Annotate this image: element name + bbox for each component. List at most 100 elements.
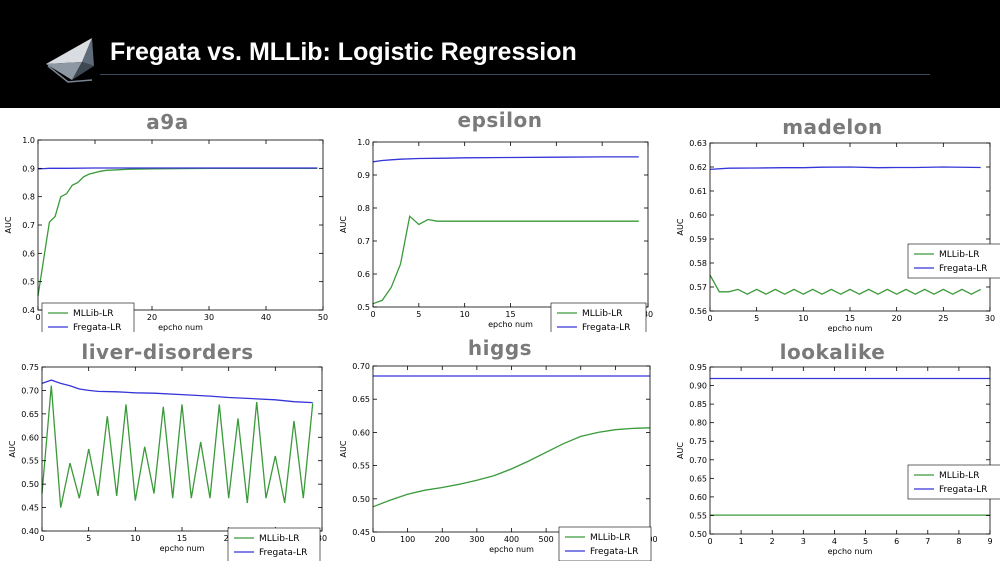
- y-tick-label: 0.50: [352, 495, 370, 504]
- y-tick-label: 0.59: [689, 235, 707, 244]
- x-tick-label: 9: [987, 537, 992, 546]
- legend-box: [558, 526, 652, 561]
- x-tick-label: 0: [370, 535, 375, 544]
- x-tick-label: 6: [894, 537, 899, 546]
- series-line-mllib-lr: [41, 385, 314, 508]
- chart-higgs: 01002003004005006007008000.450.500.550.6…: [339, 362, 658, 561]
- y-tick-label: 0.55: [352, 462, 370, 471]
- x-axis-label: epcho num: [488, 320, 533, 329]
- x-tick-label: 2: [770, 537, 775, 546]
- x-tick-label: 5: [86, 534, 91, 543]
- chart-panel-higgs: higgs 01002003004005006007008000.450.500…: [335, 336, 665, 561]
- plot-frame: [372, 141, 649, 308]
- x-axis-label: epcho num: [828, 324, 873, 332]
- y-tick-label: 0.5: [22, 278, 35, 287]
- x-tick-label: 30: [985, 314, 995, 323]
- x-tick-label: 100: [400, 535, 415, 544]
- y-tick-label: 0.40: [21, 527, 39, 536]
- x-tick-label: 4: [832, 537, 837, 546]
- y-axis-label: AUC: [4, 216, 13, 233]
- chart-panel-lookalike: lookalike 0 1 2 3 4 5 6 7 8 9 0.50 0.55 0.60 0.65 0.70…: [665, 336, 1000, 561]
- x-tick-label: 0: [35, 313, 40, 322]
- series-line-mllib-lr: [709, 274, 981, 295]
- y-tick-label: 0.60: [352, 428, 370, 437]
- y-axis-label: AUC: [339, 216, 348, 233]
- x-axis-label: epcho num: [160, 544, 205, 553]
- x-tick-label: 0: [39, 534, 44, 543]
- x-tick-label: 300: [469, 535, 484, 544]
- chart-madelon: 0 5 10 15 20 25 30 0.56 0.57 0.58 0.59 0.60 0.61 0.62…: [676, 139, 1000, 332]
- x-axis-label: epcho num: [489, 545, 534, 554]
- x-tick-label: 0: [370, 310, 375, 319]
- chart-title: liver-disorders: [81, 340, 254, 364]
- x-tick-label: 30: [643, 310, 653, 319]
- x-tick-label: 500: [538, 535, 553, 544]
- x-tick-label: 10: [130, 534, 140, 543]
- chart-title: a9a: [146, 110, 189, 134]
- legend-label: MLLib-LR: [939, 250, 980, 260]
- series-line-mllib-lr: [37, 167, 318, 296]
- x-tick-label: 8: [956, 537, 961, 546]
- y-tick-label: 0.56: [689, 307, 707, 316]
- plot-frame: [709, 366, 991, 535]
- x-tick-label: 5: [863, 537, 868, 546]
- y-tick-label: 0.8: [22, 193, 35, 202]
- y-tick-label: 0.65: [689, 474, 707, 483]
- y-tick-label: 0.58: [689, 259, 707, 268]
- x-tick-label: 3: [801, 537, 806, 546]
- y-axis-label: AUC: [676, 442, 685, 459]
- y-tick-label: 0.70: [352, 362, 370, 371]
- x-tick-label: 0: [707, 314, 712, 323]
- chart-title: higgs: [467, 336, 533, 360]
- y-tick-label: 0.6: [22, 249, 35, 258]
- x-tick-label: 15: [505, 310, 515, 319]
- x-tick-label: 50: [318, 313, 328, 322]
- legend-label: Fregata-LR: [939, 485, 987, 495]
- x-tick-label: 15: [177, 534, 187, 543]
- y-tick-label: 0.57: [689, 283, 707, 292]
- y-tick-label: 0.55: [689, 511, 707, 520]
- series-line-fregata-lr: [41, 379, 313, 404]
- y-tick-label: 0.62: [689, 163, 707, 172]
- slide-title: Fregata vs. MLLib: Logistic Regression: [110, 38, 577, 66]
- legend-label: MLLib-LR: [73, 309, 114, 319]
- series-line-mllib-lr: [372, 427, 651, 508]
- y-tick-label: 0.60: [21, 433, 39, 442]
- y-tick-label: 0.50: [689, 530, 707, 539]
- chart-panel-liver-disorders: liver-disorders 0510152025300.400.450.50…: [0, 336, 335, 561]
- y-tick-label: 0.65: [21, 410, 39, 419]
- y-tick-label: 0.7: [22, 221, 35, 230]
- x-tick-label: 15: [845, 314, 855, 323]
- legend-label: Fregata-LR: [582, 323, 630, 332]
- x-tick-label: 40: [261, 313, 271, 322]
- chart-title: epsilon: [457, 108, 543, 132]
- chart-title: madelon: [782, 115, 883, 139]
- y-tick-label: 0.4: [22, 306, 35, 315]
- logo-icon: [46, 38, 94, 83]
- y-axis-label: AUC: [8, 440, 17, 457]
- legend-label: MLLib-LR: [939, 471, 980, 481]
- y-tick-label: 0.9: [357, 171, 370, 180]
- x-tick-label: 25: [938, 314, 948, 323]
- y-tick-label: 0.9: [22, 164, 35, 173]
- legend-label: Fregata-LR: [259, 548, 307, 558]
- x-tick-label: 0: [707, 537, 712, 546]
- x-tick-label: 1: [739, 537, 744, 546]
- legend-label: MLLib-LR: [590, 533, 631, 543]
- x-tick-label: 200: [435, 535, 450, 544]
- y-axis-label: AUC: [339, 440, 348, 457]
- legend-label: Fregata-LR: [939, 264, 987, 274]
- y-tick-label: 0.63: [689, 139, 707, 148]
- chart-title: lookalike: [779, 340, 886, 364]
- x-tick-label: 10: [798, 314, 808, 323]
- chart-liver-disorders: 0510152025300.400.450.500.550.600.650.70…: [8, 363, 327, 561]
- y-tick-label: 0.80: [689, 419, 707, 428]
- y-tick-label: 0.60: [689, 211, 707, 220]
- x-tick-label: 20: [147, 313, 157, 322]
- y-tick-label: 0.75: [689, 437, 707, 446]
- y-tick-label: 0.70: [21, 386, 39, 395]
- chart-panel-epsilon: epsilon 0510152025300.50.60.70.80.91.0ep…: [335, 108, 665, 332]
- y-tick-label: 0.55: [21, 457, 39, 466]
- y-tick-label: 0.95: [689, 363, 707, 372]
